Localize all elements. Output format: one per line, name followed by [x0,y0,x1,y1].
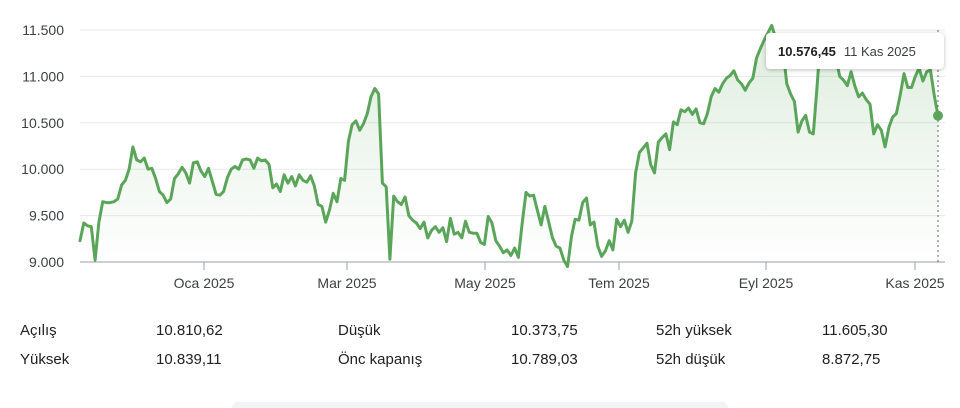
y-tick-label: 10.000 [21,161,64,177]
stat-52w-low-label: 52h düşük [656,351,726,368]
hover-point [933,110,943,121]
bottom-panel-edge [232,402,728,408]
stat-52w-low-value: 8.872,75 [822,351,881,368]
price-line [78,23,940,269]
stats-row-2: Yüksek 10.839,11 Önc kapanış 10.789,03 5… [20,351,940,373]
stat-prev-close-value: 10.789,03 [511,351,578,368]
tooltip-date: 11 Kas 2025 [843,43,916,59]
x-tick-label: Mar 2025 [317,275,376,291]
stat-52w-high-label: 52h yüksek [656,322,732,339]
stat-low-value: 10.373,75 [511,322,578,339]
stat-prev-close-label: Önc kapanış [338,351,423,368]
y-tick-label: 9.500 [29,208,64,224]
y-axis: 11.500 11.000 10.500 10.000 9.500 9.000 [21,22,64,270]
stat-open-label: Açılış [20,322,57,339]
y-tick-label: 11.000 [22,68,64,84]
x-tick-label: Oca 2025 [174,275,235,291]
x-axis: Oca 2025 Mar 2025 May 2025 Tem 2025 Eyl 2025… [174,262,945,291]
stat-high-value: 10.839,11 [156,351,222,368]
stats-row-1: Açılış 10.810,62 Düşük 10.373,75 52h yük… [20,322,940,344]
y-tick-label: 10.500 [21,115,64,131]
stat-open-value: 10.810,62 [156,322,223,339]
x-tick-label: Eyl 2025 [739,275,794,291]
x-tick-label: Kas 2025 [885,275,944,291]
tooltip-value: 10.576,45 [778,43,836,59]
x-tick-label: May 2025 [454,275,516,291]
hover-tooltip: 10.576,45 11 Kas 2025 [766,33,944,69]
price-chart[interactable]: 11.500 11.000 10.500 10.000 9.500 9.000 Oca 2… [0,0,960,300]
x-tick-label: Tem 2025 [588,275,650,291]
stat-52w-high-value: 11.605,30 [822,322,888,339]
price-area [80,25,938,267]
y-tick-label: 11.500 [22,22,64,38]
stat-low-label: Düşük [338,322,381,339]
y-tick-label: 9.000 [29,254,64,270]
stat-high-label: Yüksek [20,351,70,368]
